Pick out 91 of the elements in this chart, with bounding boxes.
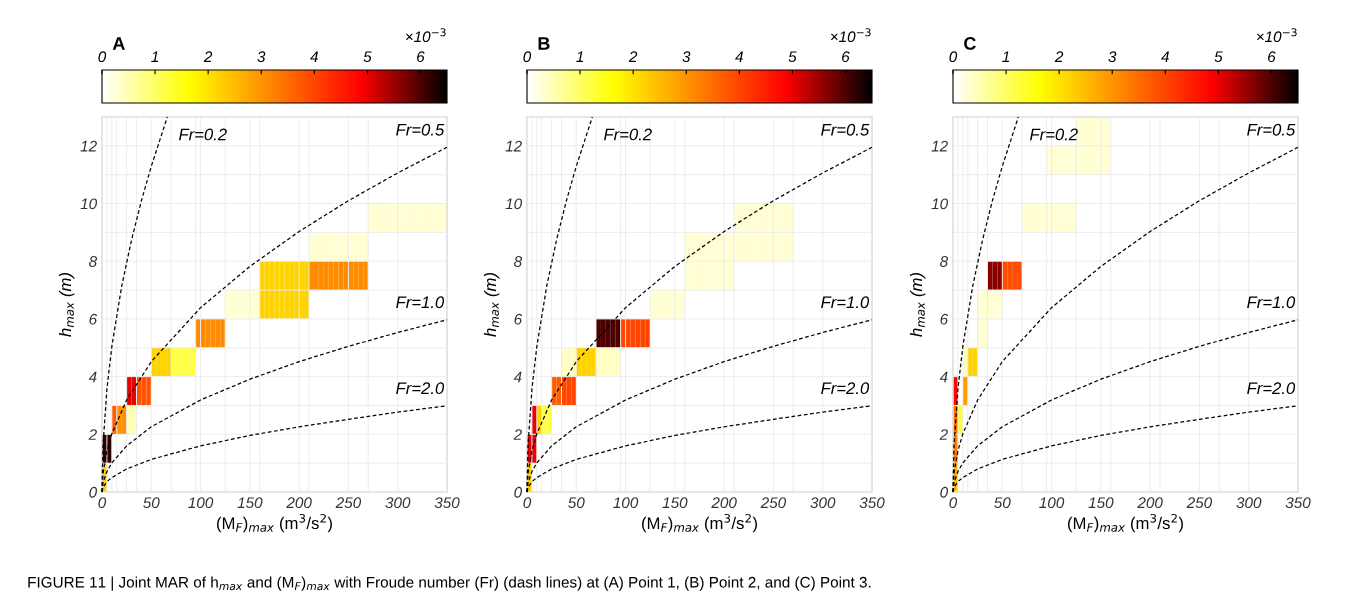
y-tick-label: 8 [940,256,949,267]
color-bar-label: 5 [788,51,797,63]
color-bar-label: 5 [363,51,372,63]
color-bar-label: 4 [1161,51,1169,62]
y-tick-label: 10 [931,198,949,210]
x-tick-label: 0 [949,497,958,509]
x-tick-label: 350 [859,497,885,509]
y-tick-label: 0 [89,486,98,498]
color-bar-title: ×10$^{−3}$ [1256,28,1297,43]
color-bar-label: 2 [1054,51,1064,62]
color-bar-label: 1 [1002,51,1010,62]
x-tick-label: 150 [1088,497,1114,509]
x-tick-label: 50 [568,497,585,509]
y-axis-title: h$_{max}$ (m) [58,273,75,337]
annotation: Fr=0.5 [1247,123,1296,136]
annotation: Fr=1.0 [821,296,870,309]
x-tick-label: 50 [143,497,160,509]
color-bar-label: 2 [203,51,213,62]
annotation: Fr=0.2 [178,128,227,141]
chart-title: C [964,37,976,50]
x-tick-label: 200 [286,497,312,509]
text: (M$_{F}$)$_{max}$ (m$^{3}$/s$^{2}$) [1068,513,1183,533]
annotation: Fr=1.0 [396,296,445,309]
y-tick-label: 4 [88,371,97,383]
y-axis-title: h$_{max}$ (m) [483,273,500,337]
color-bar-label: 3 [257,51,266,63]
annotation: Fr=0.5 [821,123,870,136]
y-tick-label: 0 [514,486,523,498]
color-bar-label: 0 [523,51,532,63]
y-tick-label: 12 [505,140,522,152]
color-bar-label: 6 [417,51,425,63]
color-bar-label: 3 [682,51,691,63]
color-bar-label: 1 [576,51,584,62]
color-bar-label: 2 [628,51,638,62]
y-tick-label: 12 [931,140,948,152]
color-bar-label: 0 [98,51,107,63]
color-bar-label: 1 [151,51,159,62]
annotation: Fr=2.0 [821,382,870,395]
x-tick-label: 100 [613,497,639,509]
y-tick-label: 2 [939,429,948,440]
color-bar-label: 4 [310,51,318,62]
x-tick-label: 100 [1039,497,1065,509]
color-bar-label: 6 [842,51,850,63]
x-tick-label: 250 [1186,497,1213,509]
x-tick-label: 150 [237,497,263,509]
y-tick-label: 8 [514,256,523,267]
text: (M$_{F}$)$_{max}$ (m$^{3}$/s$^{2}$) [217,513,332,533]
x-tick-label: 250 [760,497,787,509]
y-tick-label: 4 [513,371,522,383]
x-tick-label: 200 [711,497,737,509]
y-tick-label: 4 [939,371,948,383]
y-tick-label: 2 [513,429,522,440]
x-tick-label: 300 [810,497,836,509]
annotation: Fr=0.2 [603,128,652,141]
y-tick-label: 8 [89,256,98,267]
y-axis-title: h$_{max}$ (m) [909,273,926,337]
annotation: Fr=2.0 [1247,382,1296,395]
y-tick-label: 0 [940,486,949,498]
annotation: Fr=0.2 [1029,128,1078,141]
x-tick-label: 0 [98,497,107,509]
x-tick-label: 0 [523,497,532,509]
chart-title: A [112,37,125,50]
y-tick-label: 6 [89,313,98,325]
color-bar-label: 4 [735,51,743,62]
x-tick-label: 200 [1137,497,1163,509]
x-tick-label: 50 [994,497,1011,509]
color-bar-label: 6 [1268,51,1276,63]
x-tick-label: 100 [188,497,214,509]
y-tick-label: 10 [80,198,98,210]
annotation: Fr=1.0 [1247,296,1296,309]
y-tick-label: 6 [940,313,949,325]
color-bar-label: 0 [949,51,958,63]
x-tick-label: 350 [1285,497,1311,509]
y-tick-label: 2 [88,429,97,440]
annotation: Fr=2.0 [396,382,445,395]
y-tick-label: 10 [505,198,523,210]
color-bar-label: 5 [1214,51,1223,63]
y-tick-label: 6 [514,313,523,325]
chart-title: B [538,37,550,50]
text: (M$_{F}$)$_{max}$ (m$^{3}$/s$^{2}$) [642,513,757,533]
x-tick-label: 150 [662,497,688,509]
color-bar-title: ×10$^{−3}$ [830,28,871,43]
x-tick-label: 250 [335,497,362,509]
color-bar-label: 3 [1108,51,1117,63]
x-tick-label: 350 [434,497,460,509]
x-tick-label: 300 [385,497,411,509]
annotation: Fr=0.5 [396,123,445,136]
y-tick-label: 12 [80,140,97,152]
x-tick-label: 300 [1236,497,1262,509]
color-bar-title: ×10$^{−3}$ [405,28,446,43]
caption: FIGURE 11 | Joint MAR of h$_{max}$ and (M$_{F}$)$_{max}$ with Froude number (Fr) (dash lines) at (A) Point 1, (B) Point 2, and (C) Point 3. [28,576,871,591]
